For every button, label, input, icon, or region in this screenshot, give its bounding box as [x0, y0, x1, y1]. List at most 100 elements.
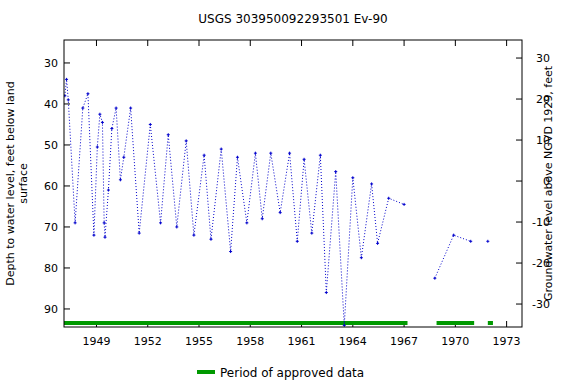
data-point	[343, 324, 346, 327]
data-point	[122, 156, 125, 159]
y-tick	[64, 226, 70, 227]
y-tick-label: 90	[44, 303, 58, 316]
data-point	[387, 197, 390, 200]
x-tick-top	[250, 40, 251, 46]
approved-period	[437, 321, 475, 325]
x-tick-label: 1952	[134, 335, 162, 348]
y2-tick	[516, 263, 522, 264]
series-line	[65, 79, 488, 325]
data-point	[351, 176, 354, 179]
y-tick-label: 50	[44, 139, 58, 152]
data-point	[138, 232, 141, 235]
data-point	[98, 113, 101, 116]
title: USGS 303950092293501 Ev-90	[198, 12, 387, 26]
x-tick-top	[455, 40, 456, 46]
data-point	[159, 221, 162, 224]
data-point	[319, 154, 322, 157]
data-point	[376, 242, 379, 245]
approved-period	[488, 321, 493, 325]
y-tick	[64, 62, 70, 63]
x-tick-top	[506, 40, 507, 46]
x-tick-label: 1973	[493, 335, 521, 348]
legend-swatch	[197, 370, 215, 374]
data-point	[110, 127, 113, 130]
data-point	[261, 217, 264, 220]
data-point	[220, 148, 223, 151]
data-point	[86, 92, 89, 95]
y2-tick	[516, 181, 522, 182]
data-point	[325, 291, 328, 294]
data-point	[65, 78, 68, 81]
x-tick-top	[147, 40, 148, 46]
x-tick-label: 1964	[339, 335, 367, 348]
data-point	[96, 146, 99, 149]
data-point	[167, 133, 170, 136]
y-tick	[64, 267, 70, 268]
x-tick-top	[96, 40, 97, 46]
data-point	[236, 156, 239, 159]
data-point	[104, 236, 107, 239]
data-point	[81, 107, 84, 110]
data-point	[101, 121, 104, 124]
data-point	[269, 152, 272, 155]
data-point	[370, 182, 373, 185]
approved-period	[64, 321, 408, 325]
data-point	[149, 123, 152, 126]
y-tick	[64, 103, 70, 104]
x-tick-top	[404, 40, 405, 46]
data-point	[175, 225, 178, 228]
data-point	[92, 234, 95, 237]
data-point	[129, 107, 132, 110]
y2-tick	[516, 304, 522, 305]
y2-tick	[516, 58, 522, 59]
data-point	[119, 178, 122, 181]
legend-label: Period of approved data	[220, 366, 364, 380]
data-point	[310, 232, 313, 235]
data-point	[209, 238, 212, 241]
x-tick-top	[352, 40, 353, 46]
chart: USGS 303950092293501 Ev-90 1949 1952 1955 19…	[0, 0, 576, 384]
data-point	[107, 189, 110, 192]
x-tick-label: 1967	[390, 335, 418, 348]
data-point	[288, 152, 291, 155]
y-tick	[64, 308, 70, 309]
y-tick-label: 60	[44, 180, 58, 193]
y-tick-label: 80	[44, 262, 58, 275]
data-point	[486, 240, 489, 243]
x-tick-label: 1955	[185, 335, 213, 348]
x-tick-top	[301, 40, 302, 46]
data-point	[254, 152, 257, 155]
x-tick-label: 1961	[288, 335, 316, 348]
x-tick-label: 1970	[441, 335, 469, 348]
x-tick-label: 1958	[236, 335, 264, 348]
data-point	[115, 107, 118, 110]
data-point	[433, 277, 436, 280]
y-axis-label: surface	[17, 163, 30, 204]
y2-tick	[516, 222, 522, 223]
data-point	[185, 139, 188, 142]
y-axis-label: Depth to water level, feet below land	[4, 81, 17, 286]
x-tick	[506, 321, 507, 327]
y2-axis-label: Groundwater level above NGVD 1929, feet	[542, 65, 555, 301]
y-tick-label: 30	[44, 57, 58, 70]
x-tick-top	[199, 40, 200, 46]
y-tick	[64, 144, 70, 145]
data-point	[296, 240, 299, 243]
data-point	[279, 211, 282, 214]
data-point	[67, 98, 70, 101]
plot-data	[64, 78, 493, 327]
data-point	[469, 240, 472, 243]
data-point	[360, 256, 363, 259]
data-point	[74, 221, 77, 224]
data-point	[452, 234, 455, 237]
data-point	[245, 221, 248, 224]
data-point	[229, 250, 232, 253]
y2-tick-label: 30	[536, 52, 550, 65]
y-tick	[64, 185, 70, 186]
y-tick-label: 70	[44, 221, 58, 234]
x-tick-label: 1949	[82, 335, 110, 348]
data-point	[103, 221, 106, 224]
data-point	[334, 170, 337, 173]
data-point	[192, 234, 195, 237]
data-point	[403, 203, 406, 206]
